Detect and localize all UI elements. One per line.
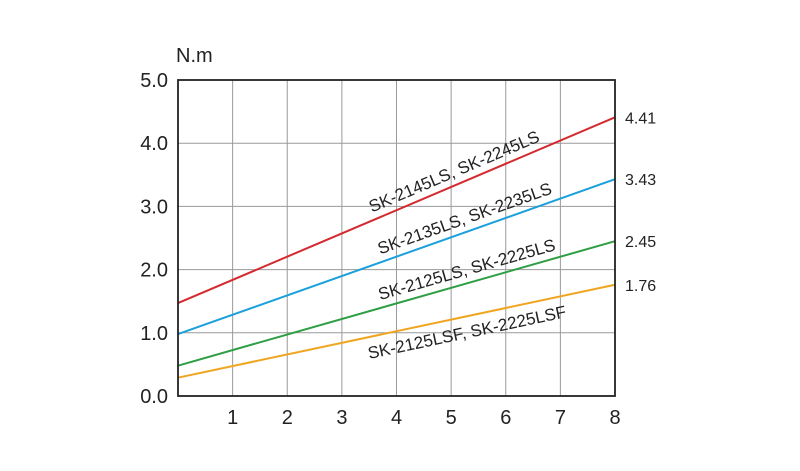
series-line-3: [177, 283, 616, 379]
series-end-label: 1.76: [625, 278, 656, 295]
series-lines: [177, 116, 616, 379]
x-tick-label: 8: [609, 407, 620, 429]
series-end-labels: 4.41 3.43 2.45 1.76: [625, 110, 656, 294]
series-end-label: 4.41: [625, 110, 656, 127]
x-tick-label: 4: [391, 407, 402, 429]
x-axis-ticks: 1 2 3 4 5 6 7 8: [227, 407, 621, 429]
x-tick-label: 6: [500, 407, 511, 429]
y-tick-label: 1.0: [140, 323, 168, 345]
series-line-1: [177, 178, 616, 336]
y-tick-label: 0.0: [140, 386, 168, 408]
y-axis-unit-label: N.m: [176, 45, 213, 67]
plot-frame: [177, 79, 616, 397]
x-tick-label: 3: [336, 407, 347, 429]
y-tick-label: 3.0: [140, 196, 168, 218]
series-end-label: 2.45: [625, 234, 656, 251]
x-tick-label: 7: [555, 407, 566, 429]
x-tick-label: 1: [227, 407, 238, 429]
series-end-label: 3.43: [625, 172, 656, 189]
series-line-2: [177, 240, 616, 367]
x-tick-label: 5: [446, 407, 457, 429]
y-tick-label: 4.0: [140, 133, 168, 155]
x-tick-label: 2: [282, 407, 293, 429]
series-line-0: [177, 116, 616, 305]
y-axis-ticks: 0.0 1.0 2.0 3.0 4.0 5.0: [140, 70, 168, 408]
y-tick-label: 5.0: [140, 70, 168, 92]
y-tick-label: 2.0: [140, 260, 168, 282]
